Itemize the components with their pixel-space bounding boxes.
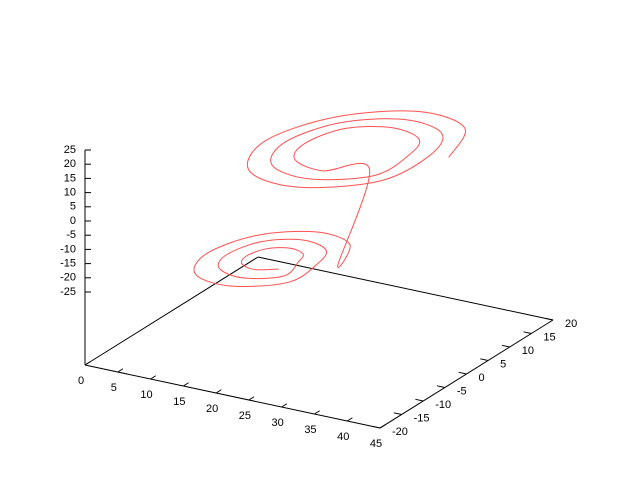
y-tick — [415, 398, 424, 402]
y-tick — [480, 358, 489, 361]
x-tick-label: 45 — [370, 438, 382, 450]
y-tick — [372, 425, 381, 429]
y-tick-label: 20 — [565, 318, 577, 330]
y-tick — [393, 412, 402, 415]
trajectory — [193, 110, 467, 287]
y-tick — [501, 344, 510, 348]
y-tick-label: -5 — [457, 385, 467, 397]
y-tick — [523, 331, 532, 334]
z-tick-label: 10 — [64, 187, 76, 199]
z-tick-label: 25 — [64, 144, 76, 156]
z-tick-label: -10 — [60, 243, 76, 255]
x-tick-label: 30 — [272, 417, 284, 429]
z-tick-label: -25 — [60, 286, 76, 298]
x-tick-label: 10 — [140, 389, 152, 401]
y-tick — [458, 371, 467, 375]
x-tick-label: 5 — [111, 382, 117, 394]
z-tick-label: 20 — [64, 158, 76, 170]
x-tick-label: 20 — [206, 403, 218, 415]
z-tick-label: -5 — [66, 229, 76, 241]
x-tick-label: 40 — [337, 431, 349, 443]
x-tick — [215, 389, 222, 394]
x-tick — [314, 410, 320, 415]
x-tick-label: 0 — [78, 375, 84, 387]
base-edge — [84, 256, 259, 366]
y-tick-label: 10 — [522, 345, 534, 357]
y-tick-label: 5 — [500, 358, 506, 370]
base-edge — [84, 364, 381, 429]
x-tick — [183, 382, 189, 387]
x-tick — [84, 361, 91, 366]
x-tick-label: 35 — [304, 424, 316, 436]
z-tick-label: 15 — [64, 172, 76, 184]
z-tick-label: 5 — [70, 201, 76, 213]
x-tick — [117, 368, 124, 373]
y-tick-label: -15 — [414, 412, 430, 424]
x-tick — [150, 375, 157, 380]
x-tick — [248, 396, 255, 401]
y-tick-label: 15 — [543, 331, 555, 343]
y-tick-label: 0 — [479, 372, 485, 384]
z-tick-label: 0 — [70, 215, 76, 227]
z-tick-label: -20 — [60, 272, 76, 284]
y-tick — [545, 317, 554, 321]
x-tick-label: 15 — [173, 396, 185, 408]
y-tick-label: -10 — [435, 399, 451, 411]
base-edge — [257, 256, 554, 321]
x-tick-label: 25 — [239, 410, 251, 422]
y-tick — [436, 385, 445, 388]
x-tick — [281, 403, 288, 408]
y-tick-label: -20 — [392, 426, 408, 438]
x-tick — [379, 424, 386, 429]
z-tick-label: -15 — [60, 258, 76, 270]
x-tick — [346, 417, 353, 422]
